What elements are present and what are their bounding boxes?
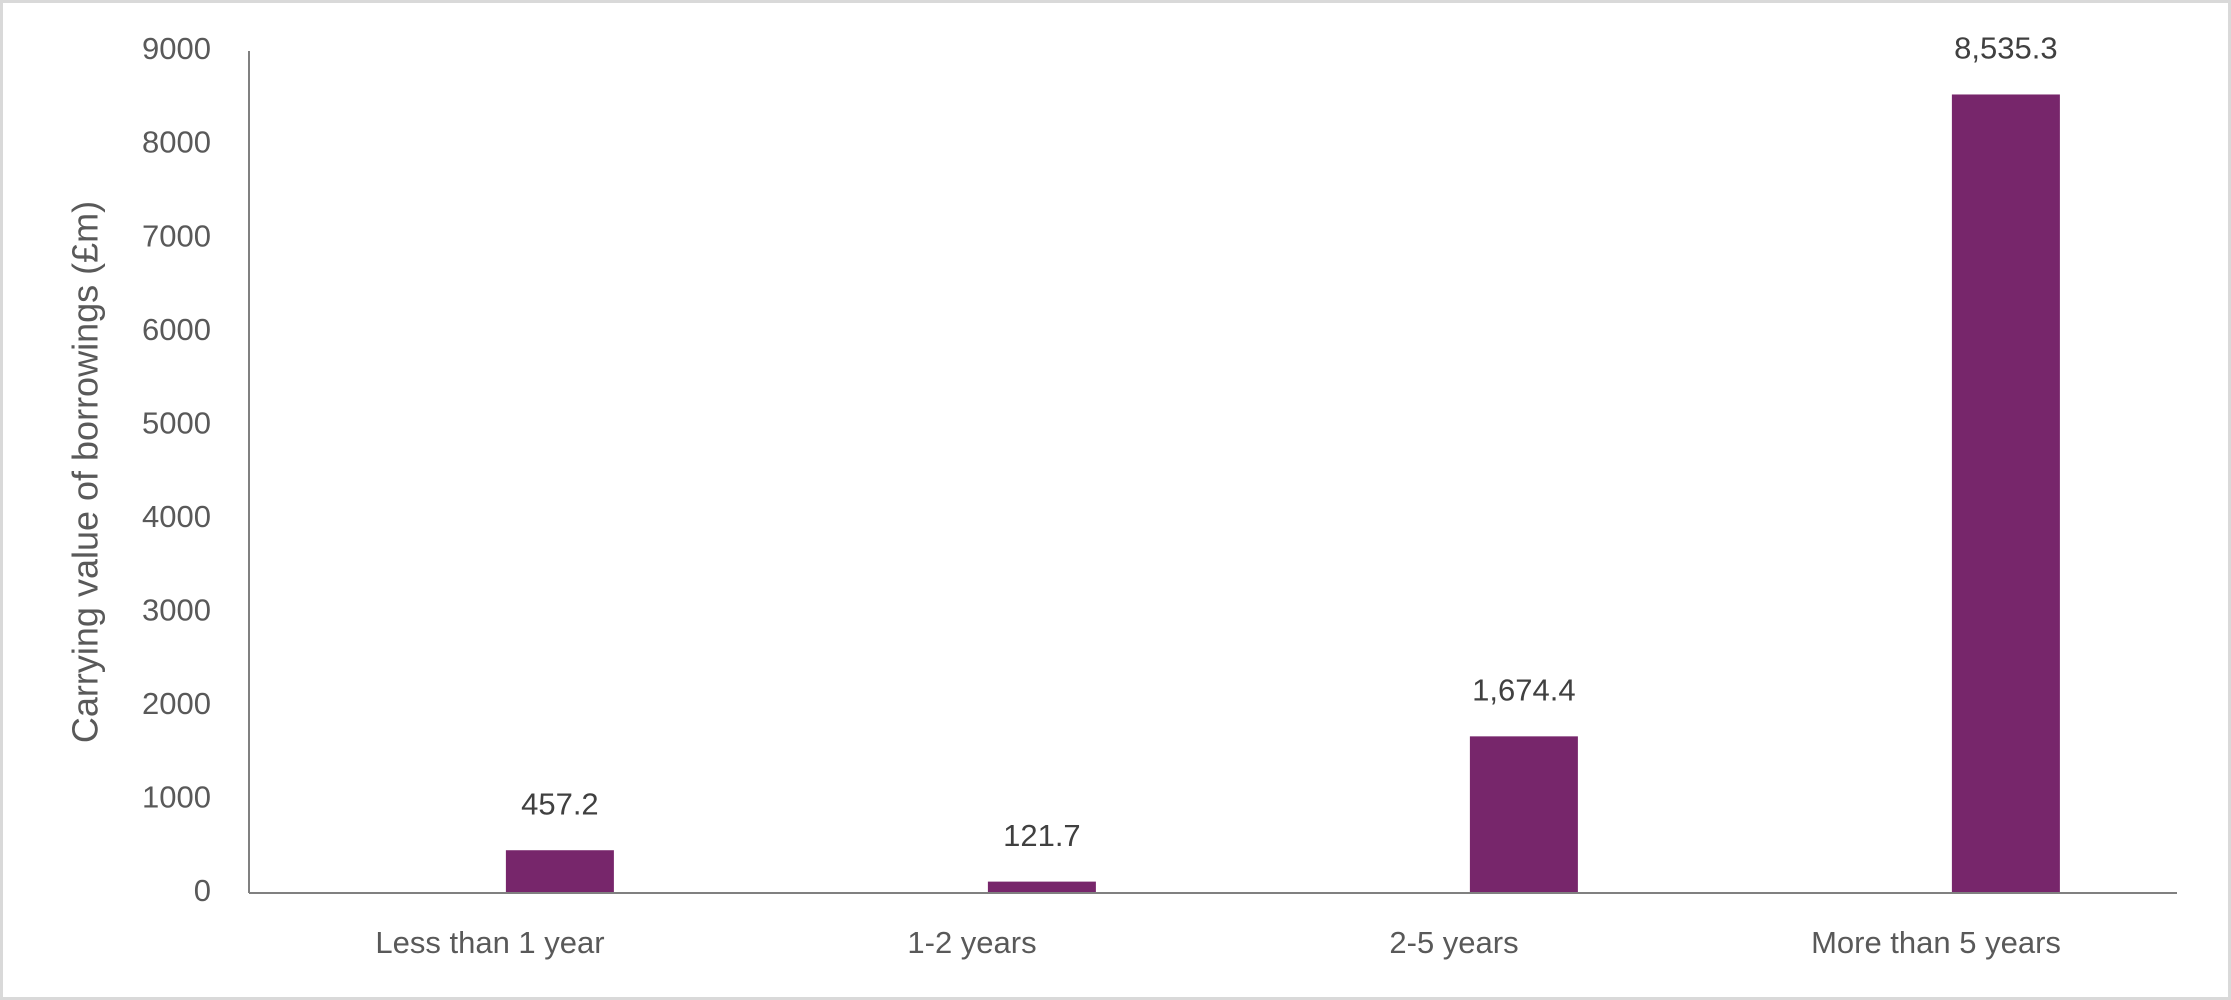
y-tick-label: 3000 [142, 593, 211, 628]
y-tick-label: 0 [194, 873, 211, 908]
bar [1469, 736, 1578, 893]
y-tick-label: 9000 [142, 31, 211, 66]
y-tick-label: 6000 [142, 312, 211, 347]
value-label: 1,674.4 [1472, 673, 1575, 708]
y-tick-label: 2000 [142, 686, 211, 721]
y-tick-label: 1000 [142, 780, 211, 815]
x-tick-label: More than 5 years [1811, 925, 2061, 960]
y-tick-label: 8000 [142, 125, 211, 160]
bar [1951, 94, 2060, 893]
value-label: 457.2 [521, 786, 599, 821]
x-tick-label: 1-2 years [907, 925, 1036, 960]
x-tick-label: 2-5 years [1389, 925, 1518, 960]
y-tick-label: 4000 [142, 499, 211, 534]
value-label: 8,535.3 [1954, 31, 2057, 66]
bar [505, 850, 614, 893]
y-tick-label: 5000 [142, 405, 211, 440]
y-tick-label: 7000 [142, 218, 211, 253]
x-tick-label: Less than 1 year [375, 925, 604, 960]
bar [987, 881, 1096, 893]
y-axis-title: Carrying value of borrowings (£m) [65, 201, 106, 743]
value-label: 121.7 [1003, 818, 1081, 853]
